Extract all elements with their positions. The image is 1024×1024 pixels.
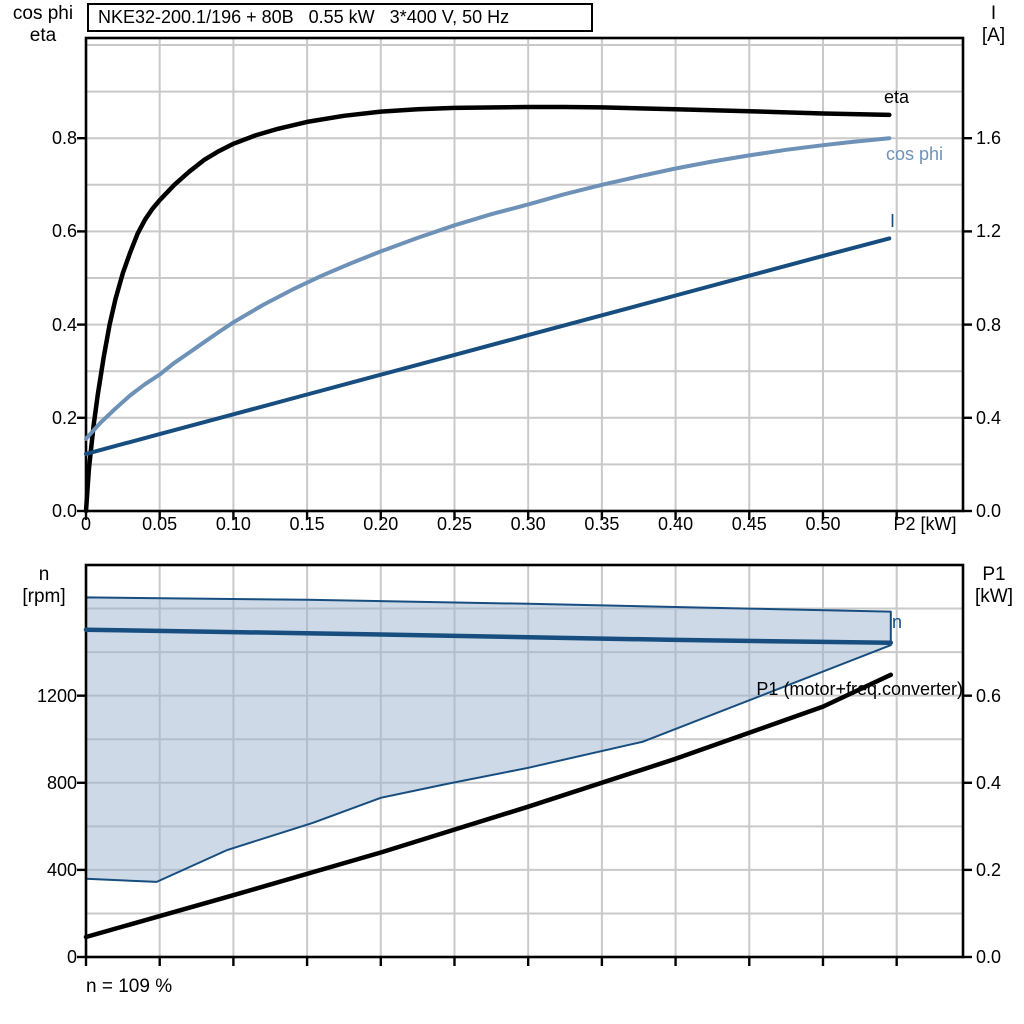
curve-label-n: n [892, 612, 903, 632]
top-left-tick-label: 0.2 [51, 407, 77, 428]
top-left-axis-title-line2: eta [29, 25, 57, 46]
bottom-curve-p1-motor-freq-converter- [83, 672, 894, 940]
bottom-left-axis-title-line2: [rpm] [22, 586, 66, 607]
curve-label-cos-phi: cos phi [886, 144, 944, 164]
top-right-axis-title: I [A] [963, 3, 1024, 47]
bottom-right-axis-title-line1: P1 [982, 564, 1006, 585]
top-x-tick-label: 0.05 [142, 514, 178, 534]
pump-title-box: NKE32-200.1/196 + 80B 0.55 kW 3*400 V, 5… [87, 3, 593, 32]
top-right-tick-label: 0.4 [976, 407, 1002, 428]
top-x-tick-label: 0.40 [658, 514, 694, 534]
top-left-tick-label: 0.0 [51, 501, 77, 521]
bottom-left-axis-title: n [rpm] [2, 564, 86, 608]
top-right-tick-label: 1.2 [976, 221, 1002, 242]
top-right-tick-label: 0.8 [976, 314, 1002, 335]
top-left-tick-label: 0.8 [51, 128, 77, 149]
top-x-tick-label: 0.50 [805, 514, 841, 534]
top-curve-i [84, 236, 892, 456]
bottom-right-axis-title-line2: [kW] [975, 586, 1013, 607]
bottom-right-axis-title: P1 [kW] [964, 564, 1024, 608]
top-x-tick-label: 0.30 [510, 514, 546, 534]
top-x-tick-label: 0.45 [731, 514, 767, 534]
top-curve-cos-phi [84, 136, 892, 441]
bottom-left-tick-label: 1200 [36, 685, 77, 706]
bottom-left-tick-label: 400 [46, 859, 77, 880]
bottom-left-tick-label: 0 [66, 947, 77, 967]
bottom-left-tick-label: 800 [46, 772, 77, 793]
curve-label-current: I [890, 211, 896, 231]
top-x-tick-label: 0.20 [363, 514, 399, 534]
bottom-right-tick-label: 0.4 [976, 772, 1002, 793]
bottom-right-tick-label: 0.0 [976, 947, 1002, 967]
bottom-right-tick-label: 0.6 [976, 685, 1002, 706]
top-x-tick-label: 0.25 [436, 514, 472, 534]
top-x-tick-label: 0.35 [584, 514, 620, 534]
top-left-axis-title-line1: cos phi [12, 3, 74, 24]
speed-footnote: n = 109 % [86, 976, 173, 997]
top-frame [84, 36, 965, 513]
x-axis-title-p2: P2 [kW] [893, 514, 957, 534]
bottom-left-axis-title-line1: n [38, 564, 50, 585]
top-x-tick-label: 0 [80, 514, 91, 534]
bottom-band [85, 596, 892, 883]
top-curve-eta [83, 104, 892, 514]
curve-label-eta: eta [884, 87, 910, 107]
top-left-axis-title: cos phi eta [0, 3, 86, 47]
top-right-axis-title-line2: [A] [981, 25, 1006, 46]
bottom-right-tick-label: 0.2 [976, 859, 1002, 880]
top-right-tick-label: 0.0 [976, 501, 1002, 521]
curve-label-p1: P1 (motor+freq.converter) [756, 679, 963, 699]
top-left-tick-label: 0.4 [51, 314, 77, 335]
bottom-curve-n [83, 627, 894, 645]
top-x-tick-label: 0.15 [289, 514, 325, 534]
top-right-tick-label: 1.6 [976, 128, 1002, 149]
top-x-tick-label: 0.10 [215, 514, 251, 534]
top-right-axis-title-line1: I [990, 3, 997, 24]
top-left-tick-label: 0.6 [51, 221, 77, 242]
bottom-frame [84, 563, 965, 959]
